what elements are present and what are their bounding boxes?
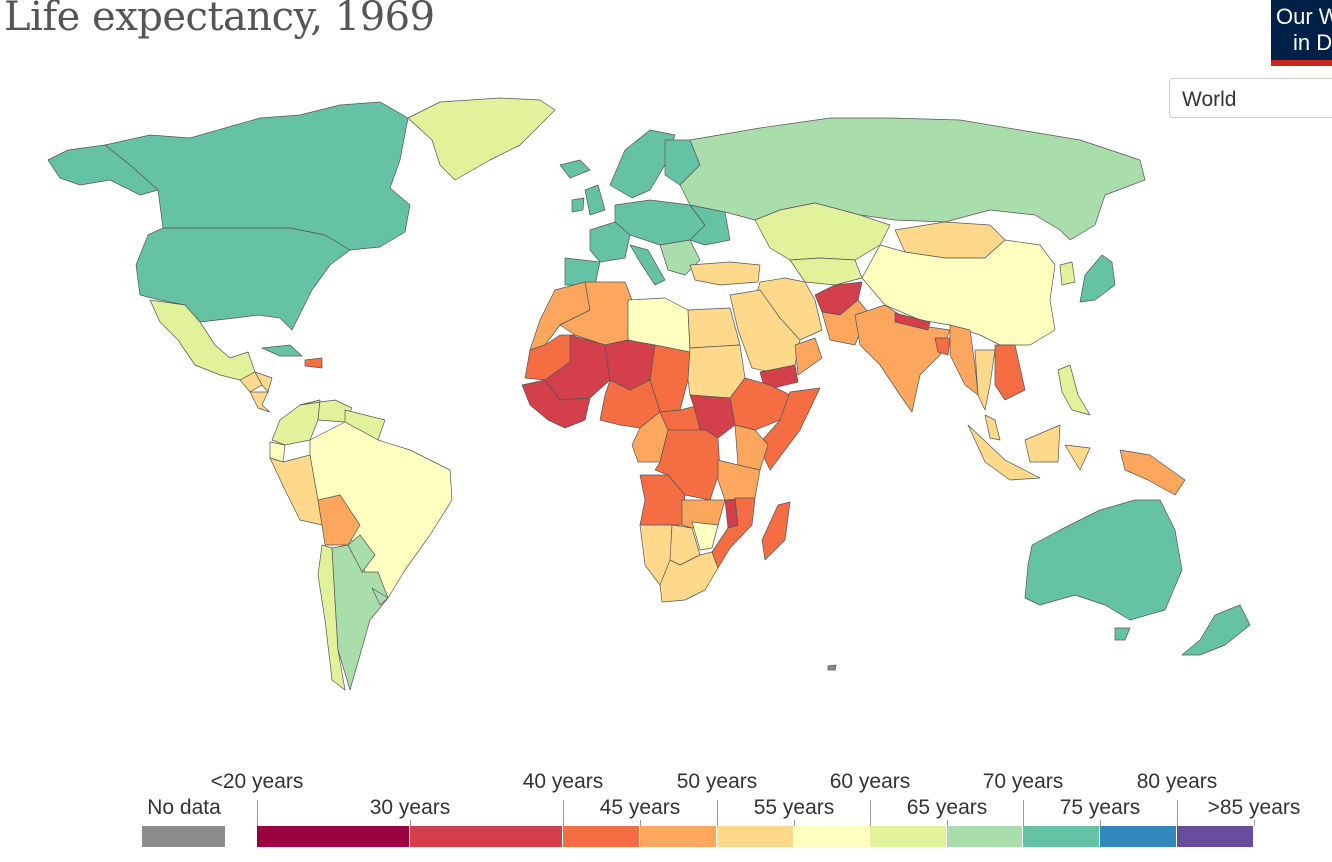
country-uk[interactable] — [584, 184, 606, 216]
legend-label-under-20: <20 years — [210, 770, 304, 793]
legend-swatch-45-50[interactable] — [640, 826, 717, 847]
country-indochina[interactable] — [994, 344, 1026, 401]
country-zimbabwe[interactable] — [691, 521, 719, 551]
logo-line-2: in Data — [1293, 30, 1332, 55]
country-alaska[interactable] — [47, 144, 159, 196]
country-south-africa[interactable] — [659, 551, 719, 603]
country-papua[interactable] — [1119, 449, 1186, 496]
country-island-no-data[interactable] — [827, 664, 837, 671]
legend-swatch-40-45[interactable] — [563, 826, 640, 847]
country-malaysia[interactable] — [984, 414, 1001, 441]
country-usa[interactable] — [135, 227, 351, 331]
country-russia[interactable] — [679, 117, 1146, 241]
region-selector-value: World — [1182, 88, 1237, 111]
world-map[interactable] — [0, 0, 1332, 760]
legend-label-over-85: >85 years — [1207, 796, 1301, 819]
legend-swatch-no-data[interactable] — [142, 826, 226, 847]
legend-tick — [947, 820, 948, 826]
legend-label-70: 70 years — [982, 770, 1064, 793]
legend-tick — [563, 800, 564, 826]
legend-tick — [1023, 800, 1024, 826]
country-bangladesh[interactable] — [934, 337, 951, 356]
legend-label-60: 60 years — [829, 770, 911, 793]
country-argentina[interactable] — [331, 544, 389, 691]
legend-tick — [1177, 800, 1178, 826]
legend-swatch-50-55[interactable] — [717, 826, 794, 847]
country-somalia[interactable] — [757, 387, 821, 471]
chart-title: Life expectancy, 1969 — [4, 0, 435, 40]
legend-swatch-70-75[interactable] — [1023, 826, 1100, 847]
country-west-africa-coast[interactable] — [521, 379, 591, 429]
logo-accent-bar — [1271, 60, 1332, 66]
country-cuba[interactable] — [261, 344, 303, 357]
legend-tick — [870, 800, 871, 826]
legend-swatch-55-60[interactable] — [794, 826, 870, 847]
legend-tick — [640, 820, 641, 826]
legend-tick — [1254, 820, 1255, 826]
legend-tick — [1100, 820, 1101, 826]
legend-label-45: 45 years — [599, 796, 681, 819]
legend-label-no-data: No data — [147, 796, 221, 819]
country-japan[interactable] — [1079, 254, 1116, 303]
country-korea[interactable] — [1059, 261, 1076, 286]
legend-label-50: 50 years — [676, 770, 758, 793]
country-australia[interactable] — [1024, 499, 1183, 641]
country-philippines[interactable] — [1057, 364, 1091, 416]
legend-label-80: 80 years — [1136, 770, 1218, 793]
legend-label-40: 40 years — [522, 770, 604, 793]
country-iceland[interactable] — [559, 159, 591, 179]
country-haiti[interactable] — [304, 357, 323, 369]
legend-label-30: 30 years — [369, 796, 451, 819]
legend-label-75: 75 years — [1059, 796, 1141, 819]
country-uruguay[interactable] — [371, 587, 389, 606]
country-turkey[interactable] — [689, 261, 761, 286]
country-nepal[interactable] — [894, 312, 931, 331]
country-ireland[interactable] — [571, 197, 585, 213]
legend-label-55: 55 years — [753, 796, 835, 819]
country-kenya[interactable] — [734, 424, 769, 471]
region-selector[interactable]: World — [1169, 78, 1332, 118]
country-nz[interactable] — [1181, 604, 1251, 656]
country-indonesia[interactable] — [967, 424, 1091, 481]
legend-tick — [410, 820, 411, 826]
logo-line-1: Our World — [1276, 4, 1332, 29]
country-italy[interactable] — [629, 244, 666, 286]
legend-swatch-under-30[interactable] — [257, 826, 410, 847]
country-oman[interactable] — [794, 337, 823, 376]
country-drc[interactable] — [654, 429, 721, 501]
legend-swatch-30-40[interactable] — [410, 826, 563, 847]
legend-swatch-65-70[interactable] — [947, 826, 1023, 847]
country-nicaragua[interactable] — [249, 391, 271, 413]
legend-label-65: 65 years — [906, 796, 988, 819]
country-egypt[interactable] — [687, 307, 741, 349]
legend-tick — [717, 800, 718, 826]
country-china[interactable] — [861, 239, 1056, 346]
country-mongolia[interactable] — [894, 221, 1006, 259]
legend-swatch-75-80[interactable] — [1100, 826, 1177, 847]
legend-swatch-over-80[interactable] — [1177, 826, 1254, 847]
legend-tick — [794, 820, 795, 826]
owid-logo[interactable]: Our World in Data — [1271, 0, 1332, 66]
country-iberia[interactable] — [564, 257, 601, 286]
country-thailand[interactable] — [974, 349, 996, 411]
legend-swatch-60-65[interactable] — [870, 826, 947, 847]
country-madagascar[interactable] — [761, 501, 791, 561]
legend-tick — [257, 800, 258, 826]
country-greenland[interactable] — [407, 97, 556, 181]
country-myanmar[interactable] — [949, 324, 979, 396]
